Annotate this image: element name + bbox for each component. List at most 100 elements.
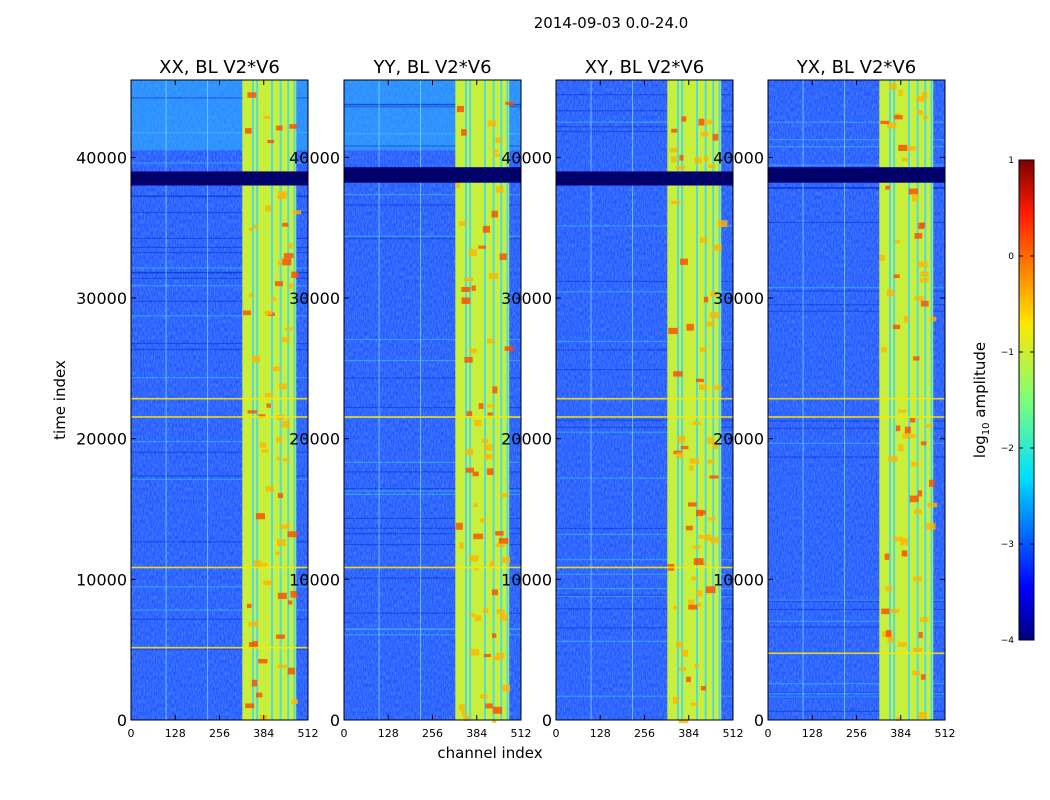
rfi-spot <box>920 271 929 277</box>
rfi-spot <box>461 286 471 292</box>
row-streak <box>131 211 308 214</box>
rfi-spot <box>885 630 892 637</box>
rfi-spot <box>279 383 288 390</box>
row-streak <box>344 577 521 579</box>
rfi-spot <box>927 502 938 508</box>
bright-row <box>131 397 308 400</box>
row-streak <box>131 251 308 254</box>
rfi-spot <box>694 664 699 668</box>
rfi-spot <box>710 537 720 544</box>
y-tick-label: 10000 <box>289 570 340 589</box>
rfi-spot <box>912 670 921 676</box>
rfi-spot <box>455 182 460 188</box>
row-streak <box>131 348 308 351</box>
y-tick-label: 10000 <box>501 570 552 589</box>
rfi-spot <box>482 607 489 613</box>
rfi-gap <box>681 80 684 720</box>
rfi-spot <box>697 534 708 539</box>
y-tick-label: 40000 <box>289 148 340 167</box>
x-tick-label: 256 <box>846 727 867 740</box>
rfi-spot <box>895 240 901 244</box>
rfi-spot <box>253 560 262 568</box>
rfi-spot <box>696 378 704 383</box>
row-streak <box>556 291 733 293</box>
rfi-spot <box>474 567 479 571</box>
row-streak <box>556 573 733 575</box>
rfi-spot <box>264 393 273 398</box>
row-streak <box>344 634 521 636</box>
y-axis-label: time index <box>51 360 69 440</box>
rfi-spot <box>479 518 486 523</box>
rfi-spot <box>277 493 284 499</box>
panel-1: YY, BL V2*V6 0 128 256 384 512 0 10000 20000 3000… <box>289 57 531 740</box>
rfi-spot <box>251 355 260 363</box>
y-tick-label: 30000 <box>713 289 764 308</box>
row-streak <box>556 640 733 642</box>
figure-title: 2014-09-03 0.0-24.0 <box>534 14 689 32</box>
rfi-spot <box>913 647 923 652</box>
row-streak <box>344 461 521 463</box>
colorbar-tick-label: 0 <box>1008 252 1014 262</box>
row-streak <box>768 442 945 444</box>
rfi-spot <box>283 253 294 259</box>
colorbar-tick-label: 1 <box>1008 156 1014 166</box>
x-tick-label: 512 <box>298 727 319 740</box>
rfi-spot <box>495 543 505 547</box>
row-streak <box>768 456 945 458</box>
bright-row <box>768 416 945 418</box>
rfi-spot <box>699 347 707 353</box>
rfi-spot <box>271 366 281 372</box>
rfi-spot <box>917 490 923 497</box>
rfi-spot <box>925 523 936 530</box>
rfi-spot <box>478 245 486 249</box>
row-streak <box>344 406 521 409</box>
y-tick-label: 0 <box>117 711 127 730</box>
rfi-spot <box>689 465 694 471</box>
bright-row <box>556 416 733 418</box>
row-streak <box>768 304 945 306</box>
rfi-gap <box>930 80 933 720</box>
rfi-spot <box>920 300 929 307</box>
rfi-spot <box>678 718 689 724</box>
rfi-spot <box>287 667 295 675</box>
rfi-gap <box>916 80 919 720</box>
rfi-spot <box>686 323 694 331</box>
row-streak <box>768 121 945 123</box>
rfi-spot <box>919 278 929 283</box>
y-tick-label: 0 <box>330 711 340 730</box>
row-streak <box>344 238 521 240</box>
x-axis-label: channel index <box>437 744 542 762</box>
colorbar-tick-label: −3 <box>1001 540 1014 550</box>
colorbar-tick-label: −1 <box>1001 348 1014 358</box>
rfi-spot <box>920 441 927 446</box>
rfi-spot <box>282 458 290 462</box>
row-streak <box>131 440 308 443</box>
rfi-spot <box>271 297 276 302</box>
rfi-spot <box>909 417 916 423</box>
y-tick-label: 0 <box>542 711 552 730</box>
row-streak <box>131 541 308 543</box>
rfi-spot <box>695 509 704 517</box>
row-streak <box>768 697 945 699</box>
rfi-spot <box>289 124 298 129</box>
row-streak <box>556 225 733 227</box>
rfi-spot <box>489 560 495 567</box>
channel-line <box>590 80 592 720</box>
row-streak <box>344 517 521 520</box>
bright-row <box>556 566 733 569</box>
rfi-spot <box>707 459 714 464</box>
rfi-spot <box>459 542 464 549</box>
rfi-spot <box>463 716 470 721</box>
rfi-spot <box>492 633 497 638</box>
rfi-spot <box>918 711 927 719</box>
row-streak <box>344 490 521 492</box>
bright-row <box>131 416 308 418</box>
x-tick-label: 384 <box>890 727 911 740</box>
panel-2: XY, BL V2*V6 0 128 256 384 512 0 10000 20000 3000… <box>501 57 743 740</box>
rfi-spot <box>698 118 705 126</box>
row-streak <box>768 187 945 189</box>
row-streak <box>344 628 521 630</box>
rfi-spot <box>710 291 718 297</box>
row-streak <box>344 488 521 490</box>
